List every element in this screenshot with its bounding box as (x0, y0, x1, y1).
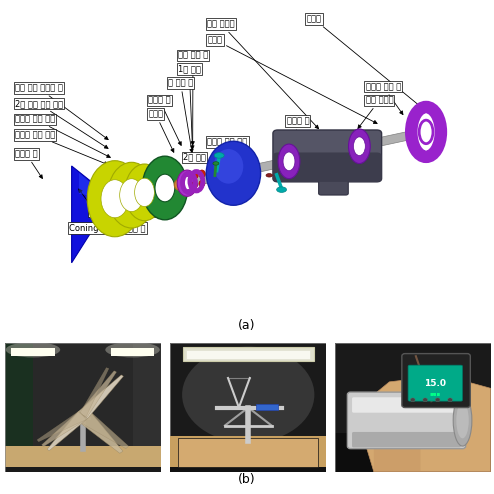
Polygon shape (183, 130, 417, 188)
Ellipse shape (177, 170, 197, 196)
Text: Coning Angle 고정 링: Coning Angle 고정 링 (89, 180, 165, 215)
Text: 베어링: 베어링 (148, 110, 174, 152)
Ellipse shape (174, 179, 185, 190)
FancyBboxPatch shape (352, 397, 461, 412)
Bar (11, 348, 55, 356)
Text: 베어링 축: 베어링 축 (148, 96, 181, 145)
FancyBboxPatch shape (347, 392, 466, 449)
Ellipse shape (155, 174, 175, 202)
Text: (b): (b) (238, 473, 256, 486)
Text: 1차 힌지: 1차 힌지 (178, 65, 201, 149)
Ellipse shape (353, 137, 365, 156)
Polygon shape (80, 368, 109, 416)
Ellipse shape (206, 141, 261, 206)
Ellipse shape (120, 179, 143, 211)
Ellipse shape (192, 182, 198, 188)
Bar (5, 446, 161, 472)
Ellipse shape (134, 178, 154, 206)
Polygon shape (78, 375, 124, 418)
Text: (a): (a) (238, 319, 256, 332)
Text: 베어링 캡: 베어링 캡 (287, 117, 309, 156)
Text: 2차 힌지: 2차 힌지 (171, 153, 206, 168)
Bar (5, 467, 161, 472)
Polygon shape (79, 371, 117, 417)
Text: 고정 블럭 가이드 핀: 고정 블럭 가이드 핀 (15, 83, 108, 140)
Ellipse shape (87, 161, 142, 237)
Ellipse shape (349, 129, 370, 164)
Ellipse shape (105, 342, 160, 358)
Ellipse shape (108, 163, 155, 228)
Polygon shape (374, 401, 420, 472)
Polygon shape (42, 412, 87, 447)
Ellipse shape (124, 164, 164, 221)
FancyBboxPatch shape (402, 354, 470, 408)
Ellipse shape (199, 170, 206, 178)
Circle shape (448, 398, 453, 402)
Text: 피치각 고정 너트: 피치각 고정 너트 (15, 130, 108, 165)
Text: 회전 하우징: 회전 하우징 (358, 96, 393, 128)
FancyBboxPatch shape (352, 432, 461, 448)
Bar (33, 343, 132, 449)
Bar (186, 350, 310, 359)
Circle shape (423, 398, 427, 402)
Ellipse shape (80, 412, 86, 418)
Text: 피치각 조절 너트: 피치각 조절 너트 (15, 115, 110, 158)
Bar (335, 343, 491, 433)
Ellipse shape (214, 153, 224, 158)
Text: 피치각 조절 나사: 피치각 조절 나사 (207, 137, 249, 165)
Text: 15.0: 15.0 (424, 378, 446, 388)
Text: Coning Angle 조절 링: Coning Angle 조절 링 (69, 189, 146, 233)
Ellipse shape (283, 152, 295, 171)
Text: 베어링: 베어링 (306, 14, 427, 112)
Bar (256, 404, 278, 410)
Polygon shape (76, 411, 123, 453)
Text: 고정 하우징: 고정 하우징 (207, 20, 319, 129)
Bar (183, 347, 314, 361)
Ellipse shape (142, 156, 188, 220)
Bar (178, 438, 318, 467)
Polygon shape (77, 410, 128, 449)
Bar (111, 348, 154, 356)
Ellipse shape (278, 144, 300, 179)
Ellipse shape (182, 347, 314, 443)
Circle shape (411, 398, 415, 402)
Text: 날개 고정 축: 날개 고정 축 (178, 51, 208, 145)
Text: 축 고정 링: 축 고정 링 (168, 79, 193, 153)
Text: 하우징 캡: 하우징 캡 (15, 149, 42, 178)
Bar (5, 343, 33, 449)
FancyBboxPatch shape (319, 171, 348, 195)
Text: 2차 힌지 고정 블럭: 2차 힌지 고정 블럭 (15, 99, 108, 148)
Ellipse shape (266, 173, 273, 177)
Polygon shape (37, 411, 86, 442)
FancyBboxPatch shape (273, 130, 381, 182)
Text: ▪▪▪: ▪▪▪ (430, 391, 441, 396)
Text: 회전체 고정 축: 회전체 고정 축 (366, 82, 403, 115)
Ellipse shape (453, 395, 472, 446)
Ellipse shape (191, 171, 198, 179)
Polygon shape (79, 173, 110, 199)
Bar (170, 436, 326, 472)
Circle shape (435, 398, 440, 402)
FancyBboxPatch shape (273, 153, 381, 182)
Ellipse shape (199, 180, 205, 187)
Bar (132, 343, 161, 449)
Polygon shape (47, 412, 87, 451)
Bar (170, 467, 326, 472)
Ellipse shape (277, 187, 287, 192)
Polygon shape (366, 375, 491, 472)
Ellipse shape (6, 342, 60, 358)
Ellipse shape (101, 180, 128, 218)
Ellipse shape (77, 411, 88, 420)
Text: 베어링: 베어링 (207, 35, 377, 124)
Polygon shape (72, 166, 112, 263)
FancyBboxPatch shape (408, 365, 462, 401)
Ellipse shape (456, 403, 469, 438)
Ellipse shape (419, 120, 433, 144)
Ellipse shape (214, 149, 244, 184)
Ellipse shape (213, 162, 219, 165)
Ellipse shape (182, 177, 192, 190)
